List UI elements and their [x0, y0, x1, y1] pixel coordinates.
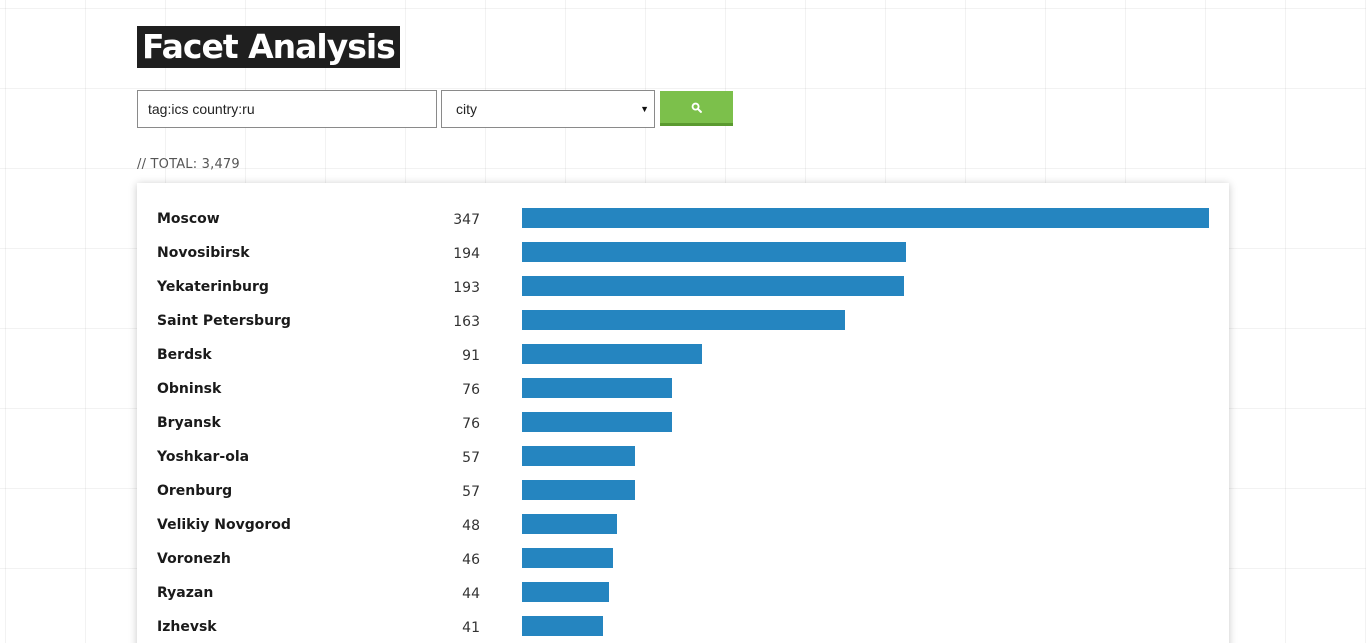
facet-row-count: 76 [462, 382, 480, 398]
facet-results-panel: Moscow 347 Novosibirsk 194 Yekaterinburg 193 S… [137, 183, 1229, 643]
facet-row[interactable]: Yekaterinburg 193 [137, 271, 1229, 305]
facet-row-count: 76 [462, 416, 480, 432]
facet-bar [522, 412, 672, 432]
facet-row-label: Obninsk [157, 381, 222, 397]
facet-bar [522, 548, 613, 568]
facet-bar-track [522, 344, 1209, 364]
facet-row-count: 194 [453, 246, 480, 262]
facet-row[interactable]: Velikiy Novgorod 48 [137, 509, 1229, 543]
facet-bar-track [522, 310, 1209, 330]
facet-row-label: Saint Petersburg [157, 313, 291, 329]
facet-row-count: 57 [462, 450, 480, 466]
facet-row-label: Moscow [157, 211, 220, 227]
facet-row-count: 347 [453, 212, 480, 228]
facet-row[interactable]: Obninsk 76 [137, 373, 1229, 407]
facet-row[interactable]: Bryansk 76 [137, 407, 1229, 441]
facet-row-label: Bryansk [157, 415, 221, 431]
facet-bar [522, 446, 635, 466]
facet-bar [522, 208, 1209, 228]
facet-bar-track [522, 242, 1209, 262]
facet-bar-track [522, 378, 1209, 398]
facet-results-list: Moscow 347 Novosibirsk 194 Yekaterinburg 193 S… [137, 203, 1229, 643]
facet-bar [522, 276, 904, 296]
facet-row[interactable]: Izhevsk 41 [137, 611, 1229, 643]
facet-bar-track [522, 276, 1209, 296]
facet-row-count: 57 [462, 484, 480, 500]
facet-bar [522, 514, 617, 534]
facet-select[interactable]: city ▼ [441, 90, 655, 128]
facet-bar-track [522, 208, 1209, 228]
facet-bar-track [522, 480, 1209, 500]
facet-row[interactable]: Orenburg 57 [137, 475, 1229, 509]
total-count: // TOTAL: 3,479 [137, 157, 240, 172]
facet-row[interactable]: Novosibirsk 194 [137, 237, 1229, 271]
facet-row-label: Izhevsk [157, 619, 217, 635]
facet-row-label: Yoshkar-ola [157, 449, 250, 465]
facet-row-count: 41 [462, 620, 480, 636]
facet-bar [522, 582, 609, 602]
facet-bar-track [522, 514, 1209, 534]
facet-bar [522, 616, 603, 636]
facet-row-label: Novosibirsk [157, 245, 250, 261]
facet-bar-track [522, 446, 1209, 466]
facet-bar-track [522, 548, 1209, 568]
facet-row[interactable]: Yoshkar-ola 57 [137, 441, 1229, 475]
facet-row-label: Yekaterinburg [157, 279, 269, 295]
facet-row-label: Berdsk [157, 347, 212, 363]
page-title: Facet Analysis [137, 26, 400, 68]
facet-row-label: Velikiy Novgorod [157, 517, 291, 533]
facet-bar-track [522, 412, 1209, 432]
facet-bar [522, 310, 845, 330]
facet-row[interactable]: Moscow 347 [137, 203, 1229, 237]
facet-row-label: Voronezh [157, 551, 231, 567]
chevron-down-icon: ▼ [640, 104, 649, 114]
header: Facet Analysis [137, 26, 400, 68]
facet-row-count: 44 [462, 586, 480, 602]
facet-select-value: city [456, 101, 477, 117]
search-icon [691, 102, 702, 113]
facet-row-count: 91 [462, 348, 480, 364]
facet-row-count: 163 [453, 314, 480, 330]
facet-bar [522, 378, 672, 398]
facet-row-label: Orenburg [157, 483, 233, 499]
facet-row-label: Ryazan [157, 585, 214, 601]
facet-row-count: 46 [462, 552, 480, 568]
query-input[interactable] [137, 90, 437, 128]
facet-row[interactable]: Saint Petersburg 163 [137, 305, 1229, 339]
facet-row[interactable]: Berdsk 91 [137, 339, 1229, 373]
facet-bar [522, 344, 702, 364]
facet-row[interactable]: Ryazan 44 [137, 577, 1229, 611]
facet-row[interactable]: Voronezh 46 [137, 543, 1229, 577]
facet-bar [522, 480, 635, 500]
facet-bar-track [522, 582, 1209, 602]
facet-bar [522, 242, 906, 262]
facet-row-count: 193 [453, 280, 480, 296]
facet-bar-track [522, 616, 1209, 636]
search-button[interactable] [660, 91, 733, 126]
facet-row-count: 48 [462, 518, 480, 534]
